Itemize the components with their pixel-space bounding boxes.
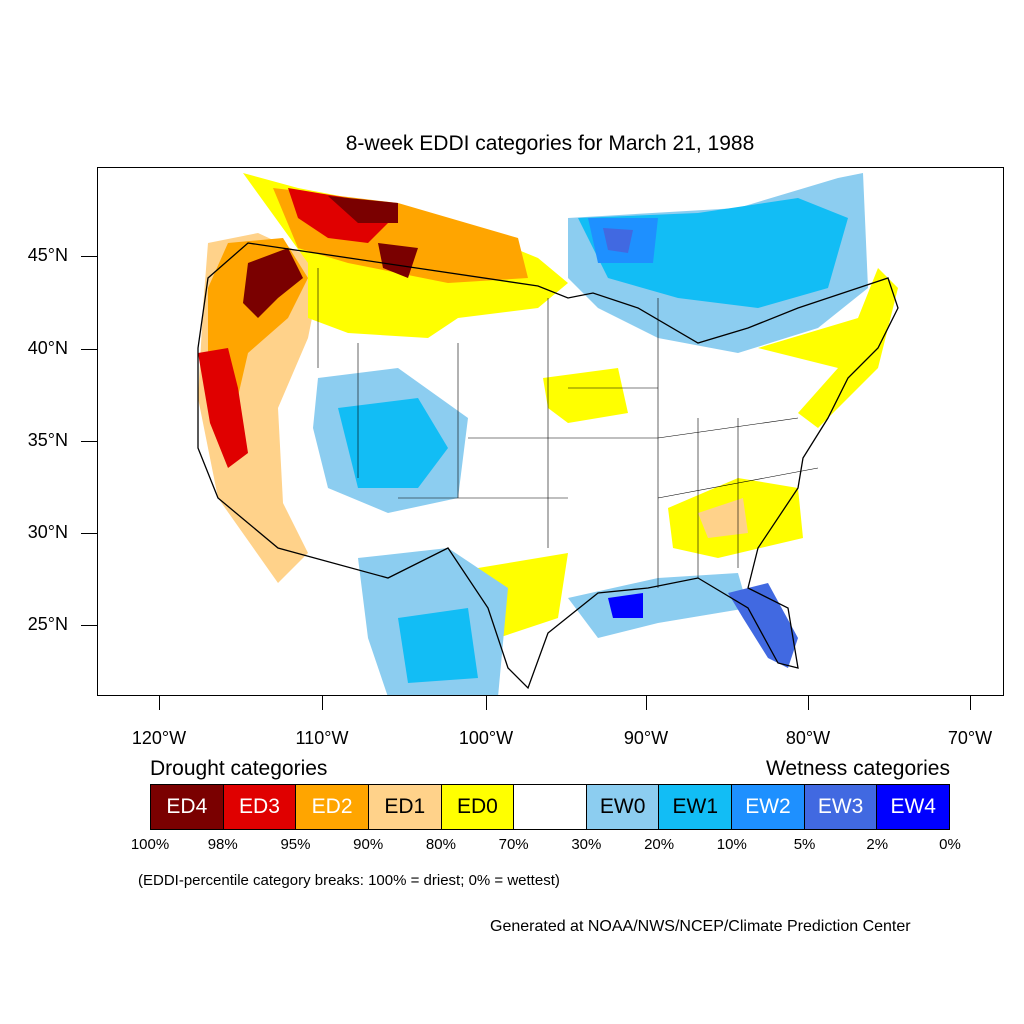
lon-label-100: 100°W	[458, 728, 514, 748]
legend-cell-ed3: ED3	[223, 785, 297, 829]
lon-tick-100	[486, 696, 487, 710]
region-ed3-california	[198, 348, 248, 468]
lon-tick-80	[808, 696, 809, 710]
region-ew3-canada	[603, 228, 633, 253]
legend-cell-ew2: EW2	[732, 785, 805, 829]
lon-label-70: 70°W	[947, 728, 993, 748]
lon-label-120: 120°W	[131, 728, 187, 748]
region-ed4-north	[328, 196, 418, 278]
break-label: 30%	[571, 836, 602, 853]
us-border	[197, 242, 899, 690]
legend-cell-ew1: EW1	[659, 785, 733, 829]
lat-tick-30	[81, 533, 97, 534]
color-legend: ED4 ED3 ED2 ED1 ED0 EW0 EW1 EW2 EW3 EW4	[150, 784, 950, 830]
region-ew1-rockies	[338, 398, 448, 488]
legend-cell-ed0: ED0	[441, 785, 515, 829]
lon-tick-70	[970, 696, 971, 710]
lat-label-30: 30°N	[27, 522, 68, 542]
legend-cell-ed4: ED4	[151, 785, 224, 829]
lon-label-80: 80°W	[785, 728, 831, 748]
break-label: 10%	[716, 836, 747, 853]
legend-cell-neutral	[514, 785, 587, 829]
lon-tick-90	[646, 696, 647, 710]
lat-label-35: 35°N	[27, 430, 68, 450]
legend-cell-ed2: ED2	[296, 785, 369, 829]
region-ed3-north	[288, 188, 388, 243]
lon-label-90: 90°W	[623, 728, 669, 748]
lat-tick-45	[81, 256, 97, 257]
state-lines	[317, 268, 819, 588]
legend-cell-ew0: EW0	[586, 785, 660, 829]
legend-cell-ed1: ED1	[368, 785, 442, 829]
category-note: (EDDI-percentile category breaks: 100% =…	[138, 872, 560, 889]
lon-tick-110	[322, 696, 323, 710]
break-label: 100%	[130, 836, 170, 853]
region-ew4-louisiana	[608, 593, 643, 618]
region-ed0-iowa	[543, 368, 628, 423]
break-label: 20%	[644, 836, 675, 853]
lat-label-45: 45°N	[27, 245, 68, 265]
region-ew1-mexico	[398, 608, 478, 683]
lon-label-110: 110°W	[295, 728, 349, 748]
region-ed0-east	[758, 268, 898, 428]
legend-cell-ew3: EW3	[804, 785, 878, 829]
legend-cell-ew4: EW4	[877, 785, 950, 829]
region-ew3-florida	[728, 583, 798, 668]
map-title: 8-week EDDI categories for March 21, 198…	[345, 132, 755, 155]
lat-label-25: 25°N	[27, 614, 68, 634]
lon-tick-120	[159, 696, 160, 710]
eddi-map	[197, 173, 899, 695]
wetness-heading: Wetness categories	[765, 757, 950, 780]
drought-heading: Drought categories	[150, 757, 328, 780]
break-label: 5%	[793, 836, 816, 853]
credit-line: Generated at NOAA/NWS/NCEP/Climate Predi…	[490, 918, 911, 935]
region-ed4-northwest	[243, 248, 303, 318]
break-label: 95%	[280, 836, 311, 853]
region-ew0-gulf	[568, 573, 748, 638]
lat-tick-35	[81, 441, 97, 442]
region-ed1-southeast	[698, 498, 748, 538]
lat-label-40: 40°N	[27, 338, 68, 358]
break-label: 0%	[939, 836, 961, 853]
break-label: 80%	[425, 836, 456, 853]
map-panel	[97, 167, 1004, 696]
break-label: 70%	[498, 836, 529, 853]
break-label: 90%	[353, 836, 384, 853]
lat-tick-40	[81, 349, 97, 350]
lat-tick-25	[81, 625, 97, 626]
break-label: 2%	[866, 836, 889, 853]
break-label: 98%	[207, 836, 238, 853]
